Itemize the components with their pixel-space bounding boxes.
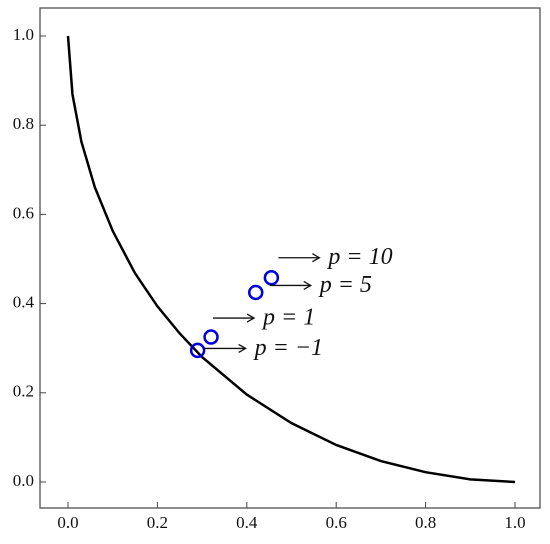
x-tick-label: 0.8 [415, 513, 436, 532]
annotation: p = 1 [261, 305, 315, 331]
x-tick-label: 0.4 [236, 513, 258, 532]
x-tick-label: 0.0 [57, 513, 78, 532]
y-tick-label: 0.0 [13, 471, 34, 490]
arrow-head [303, 280, 313, 291]
y-tick-label: 0.4 [13, 293, 35, 312]
point [263, 269, 280, 286]
x-tick-label: 0.6 [326, 513, 347, 532]
arrow-head [312, 253, 321, 263]
x-tick-label: 1.0 [504, 513, 525, 532]
plot-frame [39, 7, 541, 509]
curve [66, 35, 516, 484]
y-tick-label: 1.0 [13, 25, 34, 44]
point [247, 284, 264, 301]
annotation: p = 10 [326, 244, 392, 270]
y-tick-label: 0.8 [13, 114, 34, 133]
annotation: p = 5 [318, 272, 372, 298]
y-tick-label: 0.6 [13, 203, 34, 222]
y-tick-label: 0.2 [13, 382, 34, 401]
arrow-head [238, 343, 247, 353]
point [189, 342, 206, 359]
arrow-head [246, 313, 256, 323]
x-tick-label: 0.2 [147, 513, 168, 532]
point [203, 329, 219, 345]
annotation: p = −1 [253, 335, 323, 361]
